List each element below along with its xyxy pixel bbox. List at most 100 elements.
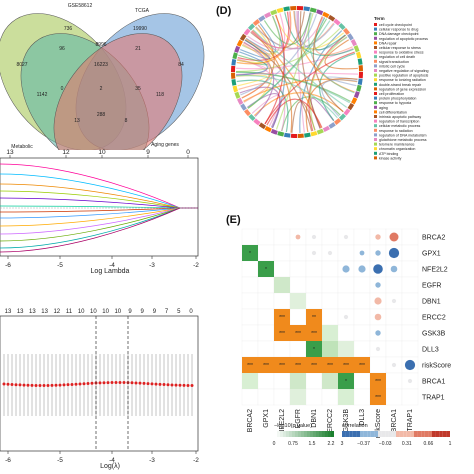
cv-point [123,381,126,384]
corr-cell [322,341,338,357]
venn-count: 84 [178,62,184,68]
corr-grid-cell [258,277,274,293]
chord-legend-swatch [374,55,377,58]
corr-grid-cell [354,341,370,357]
cv-top-tick-label: 9 [128,309,132,315]
corr-cell-stars: *** [327,363,333,369]
legend-p-gradient-step [319,431,322,437]
legend-corr-gradient-step [425,431,429,437]
chord-legend-item: response to ionizing radiation [379,78,426,82]
chord-legend-title: Term [374,16,385,21]
cv-top-tick-label: 13 [5,309,12,315]
chord-legend-swatch [374,78,377,81]
corr-grid-cell [306,293,322,309]
corr-cell [322,325,338,341]
cv-point [75,383,78,386]
corr-circle [360,251,365,256]
corr-col-label: NFE2L2 [279,409,286,435]
cv-point [103,381,106,384]
corr-row-label: BRCA2 [422,235,445,242]
cv-top-tick-label: 13 [29,309,36,315]
chord-segment [359,72,363,78]
chord-legend-item: signal transduction [379,60,409,64]
corr-circle [375,330,380,335]
chord-segment [284,133,291,138]
chord-legend-item: regulation of gene expression [379,87,426,91]
corr-grid-cell [386,389,402,405]
corr-grid-cell [242,293,258,309]
chord-segment [232,52,237,59]
chord-segment [297,6,303,10]
corr-grid-cell [386,373,402,389]
corr-grid-cell [242,277,258,293]
corr-grid-cell [322,309,338,325]
corr-grid-cell [386,325,402,341]
cv-point [115,381,118,384]
panel-label-e: (E) [226,214,241,226]
legend-corr-tick: 1 [449,441,452,447]
chord-legend-swatch [374,74,377,77]
corr-row-label: DBN1 [422,299,441,306]
legend-corr-gradient-step [356,431,360,437]
legend-corr-gradient-step [378,431,382,437]
legend-corr-gradient-step [443,431,447,437]
legend-corr-gradient-step [364,431,368,437]
venn-count: 13 [74,118,80,124]
corr-cell-stars: *** [295,363,301,369]
venn-count: 736 [64,26,73,32]
corr-cell-stars: *** [279,315,285,321]
legend-corr-gradient-step [374,431,378,437]
cv-top-tick-label: 11 [66,309,73,315]
chord-segment [253,119,260,126]
corr-cell [322,373,338,389]
legend-corr-gradient-step [392,431,396,437]
chord-segment [231,79,236,86]
legend-p-gradient-step [298,431,301,437]
legend-corr-gradient-step [382,431,386,437]
chord-legend-swatch [374,143,377,146]
corr-grid-cell [354,389,370,405]
corr-grid-cell [386,277,402,293]
chord-segment [264,12,271,18]
chord-segment [334,118,341,125]
corr-circle [375,314,382,321]
cv-point [191,384,194,387]
legend-corr-tick: 0.31 [402,441,412,447]
legend-corr-gradient-step [403,431,407,437]
chord-legend-item: cellular metabolic process [379,124,421,128]
corr-grid-cell [354,325,370,341]
lasso-coefficient-path [0,208,198,248]
cv-point [19,383,22,386]
chord-legend-swatch [374,147,377,150]
venn-count: 19990 [133,26,147,32]
chord-legend-item: glutathione metabolic process [379,138,427,142]
corr-row-label: GSK3B [422,331,446,338]
cv-point [187,384,190,387]
chord-segment [270,9,277,15]
chord-diagram-panel: (D) Term cell cycle checkpointcellular r… [212,0,474,205]
chord-legend-swatch [374,28,377,31]
chord-segment [231,66,235,72]
corr-cell-stars: *** [263,363,269,369]
corr-grid-cell [354,293,370,309]
corr-grid-cell [370,357,386,373]
corr-circle [344,235,348,239]
corr-grid-cell [290,245,306,261]
corr-row-label: ERCC2 [422,315,446,322]
chord-legend-swatch [374,23,377,26]
cv-point [99,381,102,384]
corr-grid-cell [306,389,322,405]
chord-segment [356,85,361,92]
legend-corr-tick: 0.66 [424,441,434,447]
lasso-plot: 13 12 10 9 0-6 -5 -4 -3 -2 [0,149,199,269]
legend-p-gradient-step [328,431,331,437]
cv-point [163,383,166,386]
cv-top-tick-label: 5 [177,309,181,315]
lasso-coefficient-panel: 13 12 10 9 0-6 -5 -4 -3 -2 Log Lambda [0,146,205,276]
chord-legend-item: kinase activity [379,156,402,160]
chord-legend-item: mitotic cell cycle [379,64,405,68]
cv-point [27,384,30,387]
chord-segment [323,126,330,132]
chord-segment [328,15,335,22]
legend-corr-gradient-step [446,431,450,437]
